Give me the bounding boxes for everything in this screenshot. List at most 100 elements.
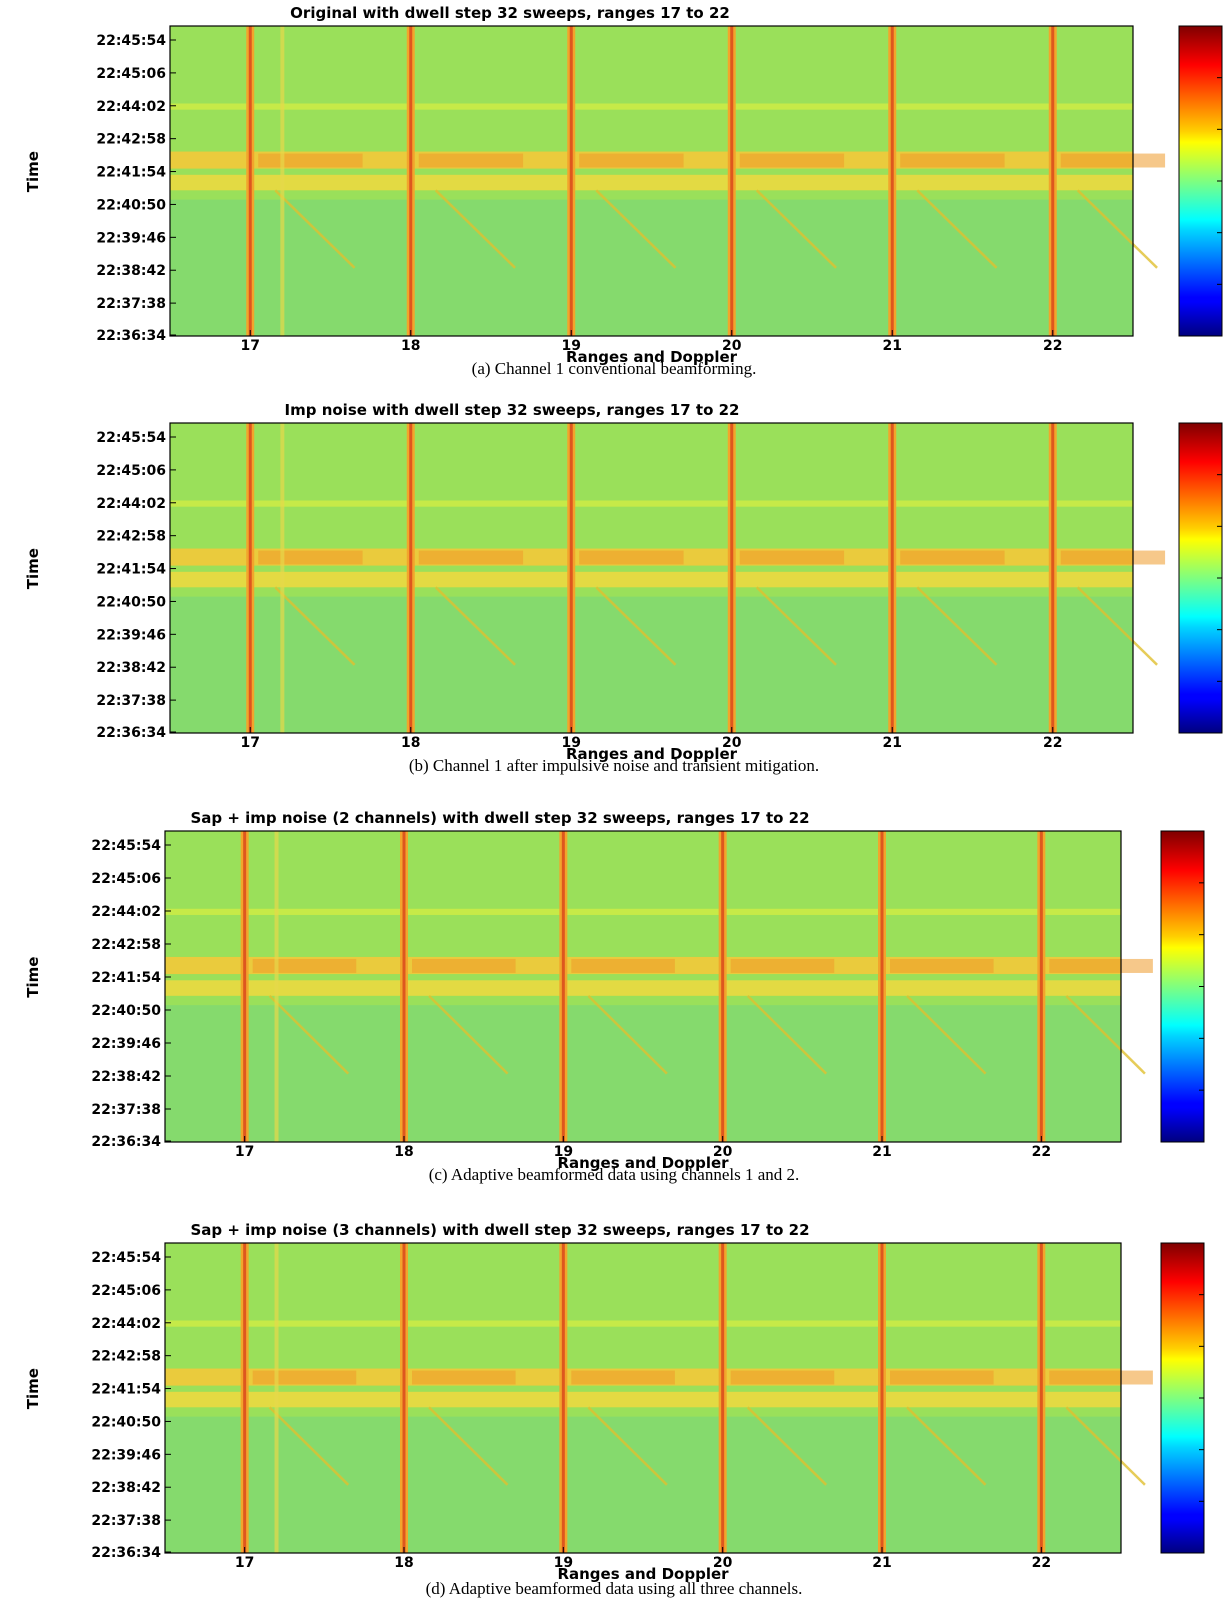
clutter-band-lower: [170, 174, 1133, 191]
plot-frame: [169, 25, 1134, 337]
y-tick-label: 22:36:34: [91, 1545, 161, 1561]
y-tick-label: 22:42:58: [96, 132, 166, 148]
y-axis-label: Time: [24, 151, 42, 192]
y-tick-label: 22:36:34: [96, 328, 166, 344]
x-tick-label: 18: [401, 338, 420, 354]
narrow-streak: [280, 26, 285, 336]
range-streak-core-20: [721, 1243, 725, 1553]
range-streak-core-22: [1051, 423, 1055, 733]
range-streak-core-19: [569, 423, 573, 733]
target-echo-21: [890, 1370, 994, 1385]
y-tick-label: 22:45:54: [96, 430, 166, 446]
target-echo-21: [900, 550, 1005, 565]
y-tick-label: 22:37:38: [91, 1513, 161, 1529]
x-axis-label: Ranges and Doppler: [557, 1565, 729, 1583]
target-track-18: [434, 586, 516, 666]
target-echo-20: [730, 1370, 835, 1385]
target-track-18: [434, 189, 516, 269]
range-streak-core-21: [890, 26, 894, 336]
target-track-22: [1065, 994, 1146, 1075]
y-tick-label: 22:45:06: [96, 463, 166, 479]
y-tick-label: 22:39:46: [91, 1036, 161, 1052]
target-track-21: [906, 994, 987, 1075]
target-track-17: [274, 586, 356, 666]
y-tick-label: 22:38:42: [91, 1480, 161, 1496]
y-tick-label: 22:45:54: [91, 1250, 161, 1266]
y-tick-label: 22:45:06: [91, 871, 161, 887]
y-tick-label: 22:45:54: [91, 838, 161, 854]
y-tick-label: 22:44:02: [96, 496, 166, 512]
x-tick-label: 22: [1032, 1144, 1051, 1160]
panel-title: Imp noise with dwell step 32 sweeps, ran…: [285, 401, 740, 419]
x-tick-label: 17: [235, 1555, 254, 1571]
x-tick-label: 21: [883, 338, 902, 354]
panel-title: Original with dwell step 32 sweeps, rang…: [290, 4, 730, 22]
target-echo-18: [418, 550, 524, 565]
panel-caption: (c) Adaptive beamformed data using chann…: [429, 1165, 800, 1184]
narrow-streak: [274, 1243, 279, 1553]
target-echo-22: [1049, 1370, 1153, 1385]
target-track-17: [268, 994, 350, 1075]
x-tick-label: 19: [554, 1555, 573, 1571]
range-streak-core-17: [243, 1243, 247, 1553]
x-tick-label: 18: [394, 1555, 413, 1571]
range-streak-core-17: [243, 831, 247, 1142]
plot-frame: [169, 422, 1134, 734]
target-echo-19: [571, 1370, 675, 1385]
panel-d: Sap + imp noise (3 channels) with dwell …: [24, 1221, 1205, 1598]
colorbar: [1178, 25, 1223, 337]
range-streak-core-22: [1039, 831, 1043, 1142]
heatmap-lower-region: [165, 1005, 1121, 1142]
x-tick-label: 17: [235, 1144, 254, 1160]
y-tick-label: 22:40:50: [91, 1414, 161, 1430]
narrow-streak: [274, 831, 279, 1142]
range-streak-core-17: [248, 423, 252, 733]
colorbar: [1160, 830, 1205, 1143]
target-echo-17: [258, 550, 363, 565]
y-tick-label: 22:36:34: [96, 725, 166, 741]
clutter-band-lower: [165, 1391, 1121, 1408]
colorbar: [1178, 422, 1223, 734]
y-tick-label: 22:44:02: [91, 904, 161, 920]
target-track-22: [1065, 1406, 1146, 1486]
target-echo-20: [730, 958, 835, 973]
target-echo-18: [412, 958, 516, 973]
target-echo-21: [900, 153, 1005, 168]
target-echo-18: [418, 153, 524, 168]
target-echo-20: [739, 153, 845, 168]
x-tick-label: 21: [872, 1555, 891, 1571]
x-axis-label: Ranges and Doppler: [566, 348, 738, 366]
x-tick-label: 18: [401, 735, 420, 751]
target-echo-17: [252, 1370, 357, 1385]
range-streak-core-20: [730, 26, 734, 336]
clutter-band-lower: [170, 571, 1133, 588]
target-echo-22: [1060, 153, 1166, 168]
target-echo-19: [571, 958, 675, 973]
range-streak-core-22: [1039, 1243, 1043, 1553]
x-tick-label: 17: [241, 338, 260, 354]
range-streak-core-21: [880, 831, 884, 1142]
y-tick-label: 22:39:46: [91, 1447, 161, 1463]
y-tick-label: 22:37:38: [96, 693, 166, 709]
y-tick-label: 22:40:50: [96, 197, 166, 213]
y-tick-label: 22:45:54: [96, 33, 166, 49]
plot-frame: [164, 830, 1122, 1143]
panel-caption: (b) Channel 1 after impulsive noise and …: [409, 756, 819, 775]
colorbar: [1160, 1242, 1205, 1554]
panel-a: Original with dwell step 32 sweeps, rang…: [24, 4, 1223, 378]
heatmap-lower-region: [170, 199, 1133, 336]
target-track-22: [1076, 586, 1158, 666]
heatmap-band: [170, 500, 1133, 507]
target-track-20: [746, 1406, 828, 1486]
heatmap-lower-region: [170, 596, 1133, 733]
x-tick-label: 20: [722, 338, 742, 354]
y-tick-label: 22:38:42: [96, 263, 166, 279]
y-tick-label: 22:37:38: [91, 1102, 161, 1118]
y-axis-label: Time: [24, 1368, 42, 1409]
y-tick-label: 22:41:54: [91, 1382, 161, 1398]
y-tick-label: 22:45:06: [91, 1283, 161, 1299]
target-echo-22: [1060, 550, 1166, 565]
x-tick-label: 20: [722, 735, 742, 751]
range-streak-core-18: [402, 831, 406, 1142]
